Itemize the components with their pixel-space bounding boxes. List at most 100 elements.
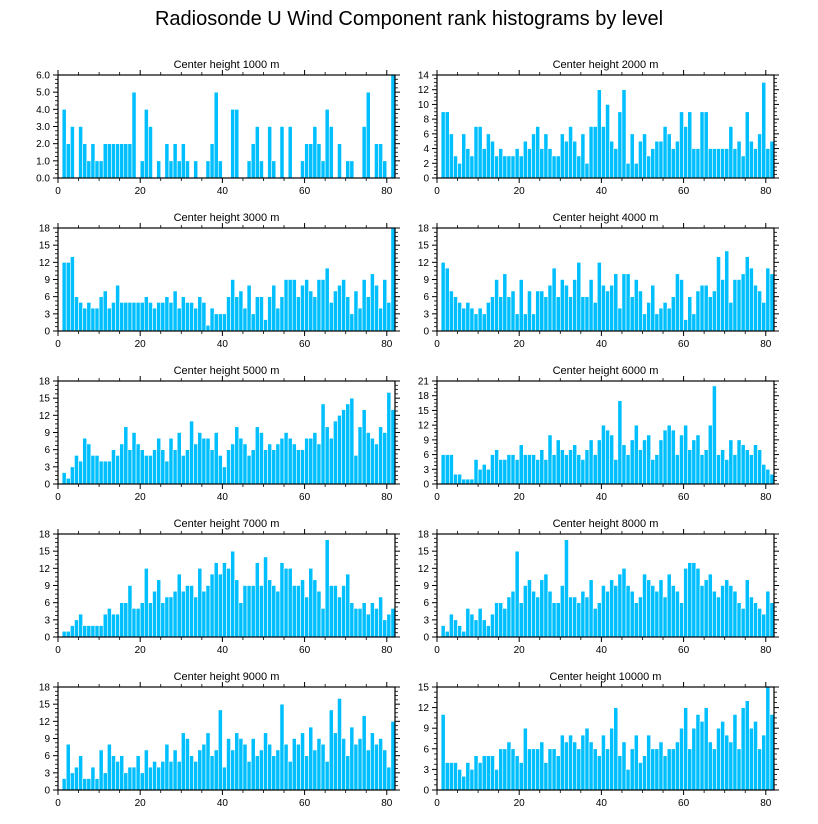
y-tick-label: 9 xyxy=(423,435,429,446)
histogram-bar xyxy=(90,766,96,791)
panel-title: Center height 6000 m xyxy=(553,365,659,377)
x-tick-label: 0 xyxy=(434,798,440,809)
histogram-bar xyxy=(609,579,615,638)
histogram-bar xyxy=(654,313,660,332)
histogram-bar xyxy=(287,279,293,332)
histogram-bar xyxy=(86,625,92,638)
histogram-bar xyxy=(176,307,182,332)
histogram-bar xyxy=(139,602,145,638)
histogram-bar xyxy=(193,761,199,791)
histogram-bar xyxy=(666,424,672,485)
histogram-bar xyxy=(675,140,680,179)
histogram-bar xyxy=(576,748,582,791)
histogram-bar xyxy=(185,449,190,485)
histogram-bar xyxy=(461,307,467,332)
histogram-bar xyxy=(732,279,738,332)
histogram-bar xyxy=(82,778,88,791)
histogram-bar xyxy=(168,437,174,485)
histogram-bar xyxy=(658,307,664,332)
histogram-bar xyxy=(320,160,326,179)
histogram-bar xyxy=(78,302,83,332)
histogram-bar xyxy=(139,160,145,179)
histogram-bar xyxy=(687,296,693,332)
histogram-bar xyxy=(572,741,578,791)
y-tick-label: 9 xyxy=(423,275,429,286)
histogram-bar xyxy=(300,732,305,791)
histogram-bar xyxy=(201,302,207,332)
histogram-bar xyxy=(234,579,240,638)
histogram-bar xyxy=(250,143,256,179)
histogram-bar xyxy=(230,550,236,638)
histogram-bar xyxy=(291,279,297,332)
histogram-bar xyxy=(543,133,549,179)
histogram-bar xyxy=(234,732,240,791)
y-tick-label: 18 xyxy=(39,377,51,388)
y-tick-label: 0 xyxy=(423,174,429,185)
histogram-bar xyxy=(234,296,240,332)
histogram-bar xyxy=(320,279,326,332)
histogram-bar xyxy=(123,426,129,485)
histogram-bar xyxy=(345,573,351,638)
histogram-bar xyxy=(345,160,351,179)
histogram-bar xyxy=(588,279,594,332)
histogram-bar xyxy=(365,91,371,179)
histogram-bar xyxy=(70,772,75,791)
histogram-bar xyxy=(625,769,631,791)
histogram-bar xyxy=(494,279,499,332)
histogram-bar xyxy=(242,443,248,485)
x-tick-label: 40 xyxy=(596,492,608,503)
histogram-bar xyxy=(250,449,256,485)
histogram-bar xyxy=(135,755,141,791)
histogram-bar xyxy=(119,302,125,332)
histogram-bar xyxy=(712,748,717,791)
histogram-bar xyxy=(457,302,462,332)
histogram-bar xyxy=(596,439,602,485)
panel-5: Center height 5000 m 0 3 6 9 12 15 18 0 20 40 60 80 xyxy=(39,365,400,503)
histogram-bar xyxy=(703,111,709,179)
histogram-bar xyxy=(543,459,549,485)
histogram-bar xyxy=(654,454,660,485)
histogram-bar xyxy=(382,279,388,332)
histogram-bar xyxy=(164,596,170,638)
histogram-bar xyxy=(506,155,512,179)
histogram-bar xyxy=(168,596,174,638)
histogram-bar xyxy=(144,568,149,638)
histogram-bar xyxy=(527,148,532,179)
histogram-bar xyxy=(736,602,742,638)
histogram-bar xyxy=(144,109,149,179)
histogram-bar xyxy=(749,267,754,332)
histogram-bar xyxy=(449,133,454,179)
y-tick-label: 15 xyxy=(418,406,430,417)
histogram-bar xyxy=(107,143,112,179)
histogram-bar xyxy=(679,602,684,638)
histogram-bar xyxy=(308,568,314,638)
histogram-bar xyxy=(613,459,619,485)
histogram-bar xyxy=(78,126,83,179)
histogram-bar xyxy=(633,602,639,638)
histogram-bar xyxy=(518,762,524,791)
histogram-bar xyxy=(687,748,693,791)
histogram-bar xyxy=(357,738,363,791)
histogram-bar xyxy=(365,749,371,791)
y-tick-label: 18 xyxy=(418,530,430,541)
histogram-bar xyxy=(185,302,190,332)
histogram-bar xyxy=(481,313,487,332)
x-tick-label: 0 xyxy=(434,492,440,503)
histogram-bar xyxy=(205,585,211,638)
histogram-bar xyxy=(193,596,199,638)
histogram-bar xyxy=(617,755,623,791)
histogram-bar xyxy=(131,91,137,179)
histogram-bar xyxy=(494,155,499,179)
histogram-bar xyxy=(222,313,227,332)
y-tick-label: 18 xyxy=(39,224,51,235)
histogram-bar xyxy=(74,766,79,791)
y-tick-label: 15 xyxy=(39,394,51,405)
x-tick-label: 60 xyxy=(678,339,690,350)
histogram-bar xyxy=(357,426,363,485)
histogram-bar xyxy=(271,755,277,791)
y-tick-label: 6 xyxy=(423,598,429,609)
histogram-bar xyxy=(160,602,166,638)
x-tick-label: 40 xyxy=(596,645,608,656)
histogram-bar xyxy=(769,602,775,638)
x-tick-label: 0 xyxy=(55,798,61,809)
